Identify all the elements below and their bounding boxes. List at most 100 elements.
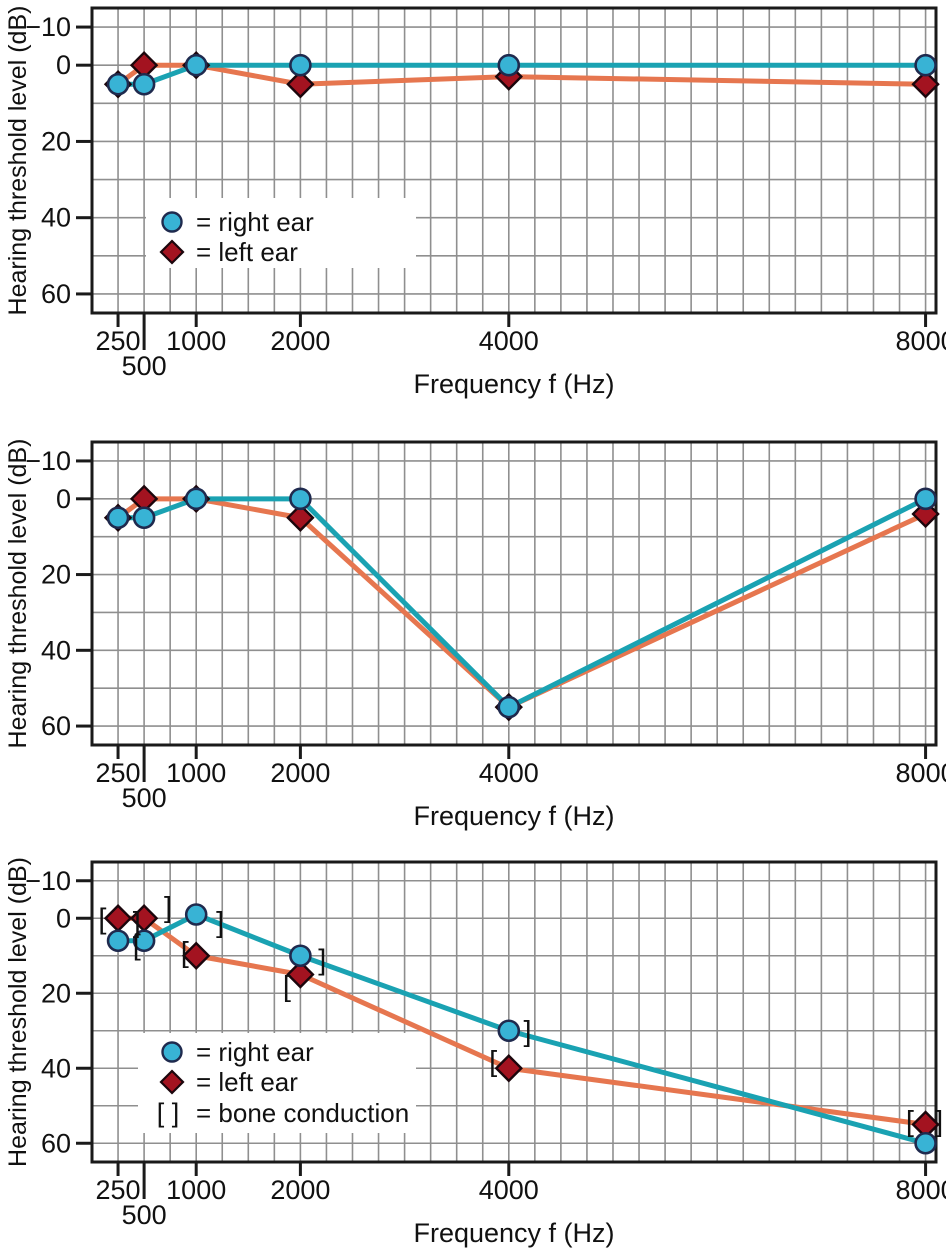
- y-tick-label: −10: [25, 446, 71, 476]
- bone-conduction-bracket: ]: [935, 1106, 943, 1138]
- x-tick-label: 500: [122, 1200, 167, 1230]
- markers: [103, 903, 940, 1155]
- left-ear-marker-2000: [286, 70, 315, 99]
- x-tick-label: 500: [122, 351, 167, 381]
- y-axis: −10 0 20 40 60: [25, 866, 92, 1158]
- x-tick-label: 8000: [896, 326, 946, 356]
- y-tick-label: −10: [25, 12, 71, 42]
- legend-label: = right ear: [196, 1037, 314, 1067]
- x-tick-label: 1000: [166, 1175, 226, 1205]
- x-tick-label: 4000: [479, 1175, 539, 1205]
- bone-conduction-bracket: [: [489, 1046, 497, 1078]
- y-tick-label: 60: [41, 1128, 71, 1158]
- y-tick-label: 60: [41, 711, 71, 741]
- y-tick-label: 20: [41, 560, 71, 590]
- y-tick-label: 40: [41, 635, 71, 665]
- legend-label: = bone conduction: [196, 1098, 409, 1128]
- x-axis-title: Frequency f (Hz): [413, 801, 614, 831]
- y-tick-label: 40: [41, 1053, 71, 1083]
- right-ear-marker-250: [106, 506, 130, 530]
- x-tick-label: 1000: [166, 758, 226, 788]
- bone-conduction-bracket: [: [98, 903, 106, 935]
- x-tick-label: 2000: [270, 1175, 330, 1205]
- bone-conduction-bracket: ]: [164, 892, 172, 924]
- audiogram-normal-hearing-chart: = right ear= left ear −10 0 20 40 60 250500100…: [0, 0, 946, 420]
- bone-conduction-bracket: ]: [318, 945, 326, 977]
- y-tick-label: 0: [56, 50, 71, 80]
- markers: [103, 50, 940, 99]
- left-ear-marker-1000: [182, 941, 211, 970]
- legend-label: = left ear: [196, 1067, 298, 1097]
- y-tick-label: 20: [41, 978, 71, 1008]
- right-ear-marker-4000: [497, 1019, 521, 1043]
- left-ear-legend-icon: [159, 239, 185, 265]
- right-ear-legend-icon: [161, 211, 183, 233]
- right-ear-marker-4000: [497, 53, 521, 77]
- y-tick-label: 20: [41, 126, 71, 156]
- left-ear-marker-8000: [911, 70, 940, 99]
- markers: [103, 484, 940, 722]
- bone-conduction-bracket: [: [133, 930, 141, 962]
- legend-label: = left ear: [196, 237, 298, 267]
- y-axis-title: Hearing threshold level (dB): [4, 6, 32, 316]
- bone-conduction-bracket: ]: [524, 1016, 532, 1048]
- plot-frame: [90, 6, 938, 315]
- x-tick-label: 8000: [896, 1175, 946, 1205]
- y-tick-label: 60: [41, 279, 71, 309]
- audiogram-high-frequency-loss-chart: = right ear= left ear [ ] = bone conductio…: [0, 845, 946, 1250]
- right-ear-marker-1000: [184, 903, 208, 926]
- x-tick-label: 4000: [479, 758, 539, 788]
- y-axis-title: Hearing threshold level (dB): [4, 857, 32, 1167]
- y-tick-label: 40: [41, 203, 71, 233]
- right-ear-marker-1000: [184, 487, 208, 511]
- legend-item-circle: = right ear: [161, 1037, 314, 1067]
- bone-conduction-legend-icon: [ ]: [157, 1098, 180, 1128]
- bone-conduction-markers: []][[]][][[]: [98, 892, 943, 1138]
- legend-item-circle: = right ear: [161, 207, 314, 237]
- x-tick-label: 8000: [896, 758, 946, 788]
- bone-conduction-bracket: ]: [133, 907, 141, 939]
- right-ear-marker-500: [132, 72, 156, 96]
- right-ear-marker-2000: [289, 944, 312, 968]
- left-ear-marker-2000: [286, 503, 315, 532]
- right-ear-legend-icon: [161, 1041, 183, 1063]
- plot-frame: [90, 860, 938, 1164]
- right-ear-marker-8000: [914, 487, 937, 511]
- chart-high-frequency-loss: = right ear = left ear [ ] = bone conductio…: [0, 845, 946, 1250]
- x-tick-label: 1000: [166, 326, 226, 356]
- bone-conduction-bracket: ]: [216, 907, 224, 939]
- bone-conduction-bracket: [: [283, 971, 291, 1003]
- x-tick-label: 250: [96, 326, 141, 356]
- x-tick-label: 2000: [270, 758, 330, 788]
- right-ear-marker-2000: [289, 53, 312, 77]
- grid: [92, 862, 936, 1162]
- x-tick-label: 4000: [479, 326, 539, 356]
- legend-item-diamond: = left ear: [159, 237, 298, 267]
- x-tick-label: 250: [96, 1175, 141, 1205]
- x-axis-title: Frequency f (Hz): [413, 369, 614, 399]
- legend-item-bracket: [ ] = bone conduction: [157, 1098, 409, 1128]
- right-ear-marker-4000: [497, 695, 521, 719]
- left-ear-legend-icon: [159, 1069, 185, 1095]
- y-tick-label: 0: [56, 484, 71, 514]
- x-tick-label: 2000: [270, 326, 330, 356]
- right-ear-marker-2000: [289, 487, 312, 511]
- bone-conduction-bracket: [: [181, 937, 189, 969]
- y-axis: −10 0 20 40 60: [25, 446, 92, 741]
- chart-background: [0, 420, 946, 845]
- y-tick-label: 0: [56, 903, 71, 933]
- legend: = right ear= left ear: [146, 198, 416, 268]
- y-axis-title: Hearing threshold level (dB): [4, 439, 32, 749]
- legend-label: = right ear: [196, 207, 314, 237]
- bone-conduction-bracket: [: [906, 1106, 914, 1138]
- right-ear-marker-250: [106, 72, 130, 96]
- plot-frame: [90, 440, 938, 747]
- legend-item-diamond: = left ear: [159, 1067, 298, 1097]
- x-tick-label: 500: [122, 783, 167, 813]
